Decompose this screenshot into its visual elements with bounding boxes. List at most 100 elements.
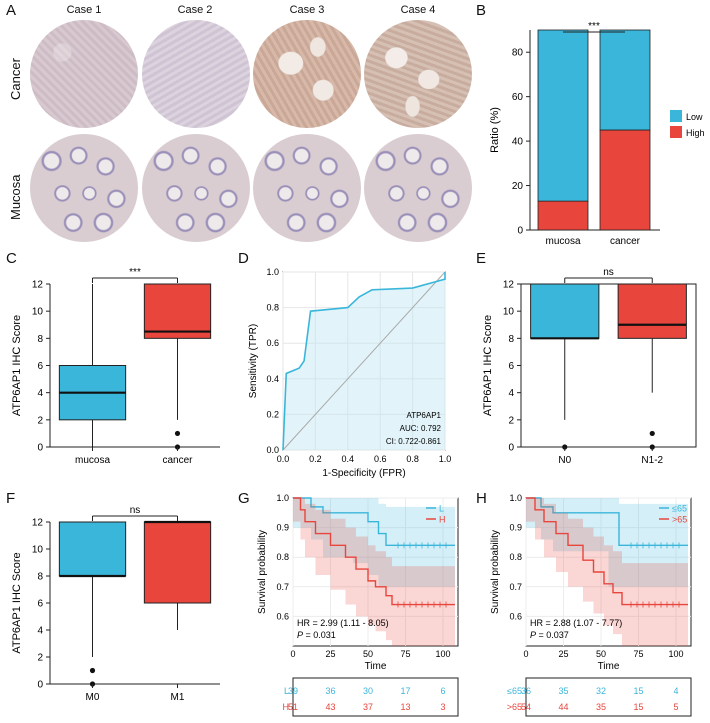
- significance-label: ns: [130, 505, 141, 516]
- significance-label: ***: [588, 21, 600, 32]
- risk-table-cell: 3: [440, 702, 445, 712]
- x-tick-label: 0.8: [406, 454, 419, 464]
- y-tick-label: 0: [37, 680, 43, 691]
- bar-low-cancer: [599, 29, 651, 131]
- roc-series-name: ATP6AP1: [406, 411, 441, 420]
- y-tick-label: 4: [37, 388, 43, 399]
- y-tick-label: 0.8: [276, 552, 289, 562]
- case-label-2: Case 2: [177, 4, 213, 16]
- case-label-4: Case 4: [400, 4, 436, 16]
- y-tick-label: 8: [508, 334, 514, 345]
- x-tick-label: 25: [558, 649, 568, 659]
- risk-table-cell: 43: [325, 702, 335, 712]
- legend-label-1: >65: [672, 515, 687, 525]
- panel-label-a: A: [6, 2, 17, 19]
- outlier-point: [649, 444, 655, 450]
- y-axis-label: Sensitivity (TPR): [248, 324, 259, 398]
- plot-frame: [292, 497, 459, 647]
- y-tick-label: 0.8: [509, 552, 522, 562]
- ci-band->65: [526, 498, 688, 646]
- bar-high-mucosa: [537, 200, 589, 231]
- y-tick-label: 2: [37, 415, 43, 426]
- box-N1-2: [617, 283, 687, 339]
- chart-f-boxplot: 0 2 4 6 8 10 12 ATP6AP1 IHC Score M0 M1 ns: [11, 505, 220, 703]
- x-tick-label: 1.0: [439, 454, 452, 464]
- panel-label-d: D: [238, 250, 249, 267]
- ihc-image-mucosa-case3: [253, 134, 361, 242]
- x-tick-label: 0.0: [277, 454, 290, 464]
- x-tick-label: 100: [668, 649, 683, 659]
- y-axis-label: Ratio (%): [489, 107, 501, 153]
- y-axis-label: Survival probability: [490, 530, 501, 614]
- y-tick-label: 6: [508, 361, 514, 372]
- p-value-label: P = 0.031: [297, 630, 336, 640]
- x-tick-label: N1-2: [641, 455, 663, 466]
- risk-table-cell: 13: [400, 702, 410, 712]
- risk-table-frame: [292, 677, 459, 717]
- y-tick-label: 0.0: [266, 445, 279, 455]
- significance-label: ***: [129, 267, 141, 278]
- y-tick-label: 20: [512, 181, 524, 192]
- risk-table-cell: 30: [363, 686, 373, 696]
- box-N0: [530, 283, 600, 339]
- ci-label: CI: 0.722-0.861: [386, 437, 442, 446]
- risk-table-row-label: L: [284, 686, 289, 696]
- risk-table-cell: 32: [596, 686, 606, 696]
- y-tick-label: 8: [37, 334, 43, 345]
- risk-table-cell: 51: [288, 702, 298, 712]
- ihc-image-cancer-case3: [253, 20, 361, 128]
- risk-table-cell: 15: [633, 702, 643, 712]
- y-tick-label: 0.2: [266, 409, 279, 419]
- risk-table-cell: 36: [325, 686, 335, 696]
- x-tick-label: 100: [435, 649, 450, 659]
- survival-curve->65: [526, 497, 688, 606]
- risk-table-cell: 4: [673, 686, 678, 696]
- y-tick-label: 10: [503, 307, 515, 318]
- legend-swatch-high: [670, 126, 682, 138]
- x-tick-label: cancer: [162, 455, 193, 466]
- x-tick-label: N0: [558, 455, 571, 466]
- x-axis-label: Time: [365, 661, 387, 672]
- x-axis-label: 1-Specificity (FPR): [322, 468, 405, 479]
- chart-d-roc: 0.0 0.2 0.4 0.6 0.8 1.0 0.0 0.2 0.4 0.6 0.8 1.0 Sens…: [248, 267, 452, 479]
- legend-label-0: ≤65: [672, 504, 687, 514]
- outlier-point: [174, 430, 181, 437]
- risk-table-row-label: H: [283, 702, 290, 712]
- y-tick-label: 1.0: [266, 267, 279, 277]
- y-tick-label: 6: [37, 599, 43, 610]
- y-tick-label: 0.9: [509, 523, 522, 533]
- y-tick-label: 0.6: [276, 611, 289, 621]
- y-tick-label: 0: [508, 443, 514, 454]
- roc-curve: [282, 272, 446, 451]
- y-tick-label: 2: [508, 415, 514, 426]
- y-tick-label: 0.7: [509, 582, 522, 592]
- box-cancer: [143, 283, 212, 339]
- hr-label: HR = 2.99 (1.11 - 8.05): [297, 618, 389, 628]
- risk-table-cell: 44: [558, 702, 568, 712]
- x-tick-label: 25: [325, 649, 335, 659]
- y-tick-label: 0: [517, 226, 523, 237]
- survival-curve-≤65: [526, 497, 688, 547]
- risk-table-frame: [525, 677, 692, 717]
- plot-frame: [525, 497, 692, 647]
- ci-band-≤65: [526, 498, 688, 587]
- risk-table-cell: 54: [521, 702, 531, 712]
- auc-label: AUC: 0.792: [400, 424, 442, 433]
- y-tick-label: 0.9: [276, 523, 289, 533]
- x-axis-label: Time: [598, 661, 620, 672]
- hr-label: HR = 2.88 (1.07 - 7.77): [530, 618, 622, 628]
- ihc-image-mucosa-case1: [30, 134, 138, 242]
- y-tick-label: 4: [37, 626, 43, 637]
- x-tick-label: 0.2: [309, 454, 322, 464]
- legend-label-high: High: [686, 128, 705, 138]
- y-tick-label: 0.6: [509, 611, 522, 621]
- significance-label: ns: [603, 267, 614, 278]
- ihc-image-mucosa-case4: [364, 134, 472, 242]
- ihc-image-mucosa-case2: [142, 134, 250, 242]
- chart-e-boxplot: 0 2 4 6 8 10 12 ATP6AP1 IHC Score N0 N1-2 ns: [482, 267, 697, 466]
- box-M0: [58, 521, 127, 577]
- y-tick-label: 0.7: [276, 582, 289, 592]
- x-tick-label: M0: [86, 692, 100, 703]
- risk-table-cell: 35: [596, 702, 606, 712]
- panel-label-e: E: [476, 250, 487, 267]
